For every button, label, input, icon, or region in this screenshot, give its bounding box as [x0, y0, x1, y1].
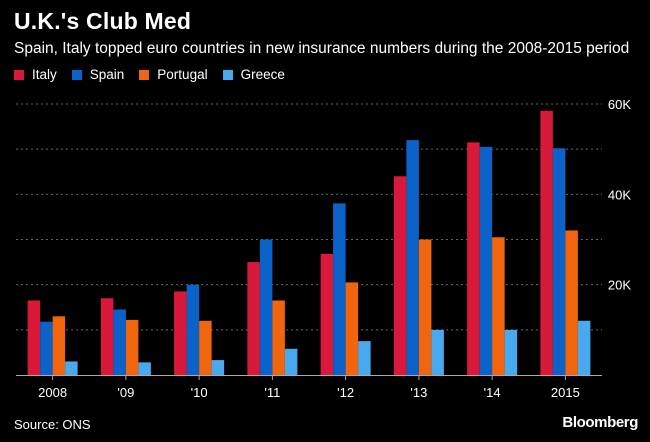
bar-greece: [358, 341, 371, 375]
x-tick-label: '11: [264, 385, 280, 400]
bar-portugal: [125, 319, 139, 375]
legend-label-italy: Italy: [32, 67, 57, 82]
bar-italy: [320, 253, 334, 375]
bar-italy: [100, 298, 114, 375]
legend-item-spain: Spain: [71, 67, 125, 82]
bar-spain: [406, 140, 419, 375]
bar-portugal: [272, 300, 285, 375]
bar-italy: [247, 262, 260, 375]
bar-portugal: [565, 230, 578, 375]
legend-swatch-italy: [14, 69, 24, 80]
legend-swatch-spain: [71, 69, 82, 80]
bar-spain: [552, 148, 566, 375]
legend-swatch-portugal: [139, 69, 150, 80]
bar-spain: [40, 321, 53, 375]
x-tick-label: '09: [117, 385, 134, 400]
chart-title: U.K.'s Club Med: [14, 8, 192, 34]
x-tick-label: 2015: [551, 385, 580, 400]
legend-item-italy: Italy: [14, 67, 57, 82]
bar-greece: [431, 329, 444, 375]
bar-portugal: [199, 320, 212, 375]
bar-italy: [540, 110, 553, 376]
legend-label-spain: Spain: [89, 67, 125, 82]
legend-item-greece: Greece: [222, 67, 285, 82]
bar-spain: [333, 203, 346, 375]
y-tick-label: 20K: [608, 278, 631, 293]
bar-portugal: [418, 239, 432, 375]
legend-item-portugal: Portugal: [139, 67, 208, 82]
bar-greece: [138, 362, 151, 375]
source-note: Source: ONS: [14, 417, 91, 432]
legend-label-greece: Greece: [240, 67, 285, 82]
bar-spain: [259, 239, 273, 375]
bar-spain: [186, 284, 200, 375]
bar-greece: [65, 361, 78, 375]
bar-greece: [504, 329, 518, 375]
x-tick-label: '12: [337, 385, 354, 400]
chart-subtitle: Spain, Italy topped euro countries in ne…: [14, 40, 630, 57]
bar-italy: [27, 300, 41, 375]
bar-spain: [113, 309, 126, 375]
bar-greece: [577, 320, 591, 375]
bar-italy: [467, 142, 480, 375]
bar-italy: [174, 291, 187, 375]
bar-spain: [479, 146, 493, 375]
bar-portugal: [492, 237, 505, 375]
legend-label-portugal: Portugal: [157, 67, 208, 82]
legend: Italy Spain Portugal Greece: [14, 67, 300, 82]
bar-greece: [284, 348, 298, 375]
y-tick-label: 60K: [608, 97, 631, 112]
legend-swatch-greece: [222, 69, 233, 80]
bar-portugal: [52, 316, 66, 375]
bar-portugal: [345, 282, 359, 375]
bar-italy: [393, 176, 407, 375]
x-tick-label: 2008: [38, 385, 67, 400]
x-tick-label: '14: [484, 385, 501, 400]
bar-greece: [211, 360, 225, 375]
x-tick-label: '13: [410, 385, 427, 400]
y-tick-label: 40K: [608, 187, 631, 202]
x-tick-label: '10: [191, 385, 208, 400]
bloomberg-logo: Bloomberg: [562, 414, 638, 431]
